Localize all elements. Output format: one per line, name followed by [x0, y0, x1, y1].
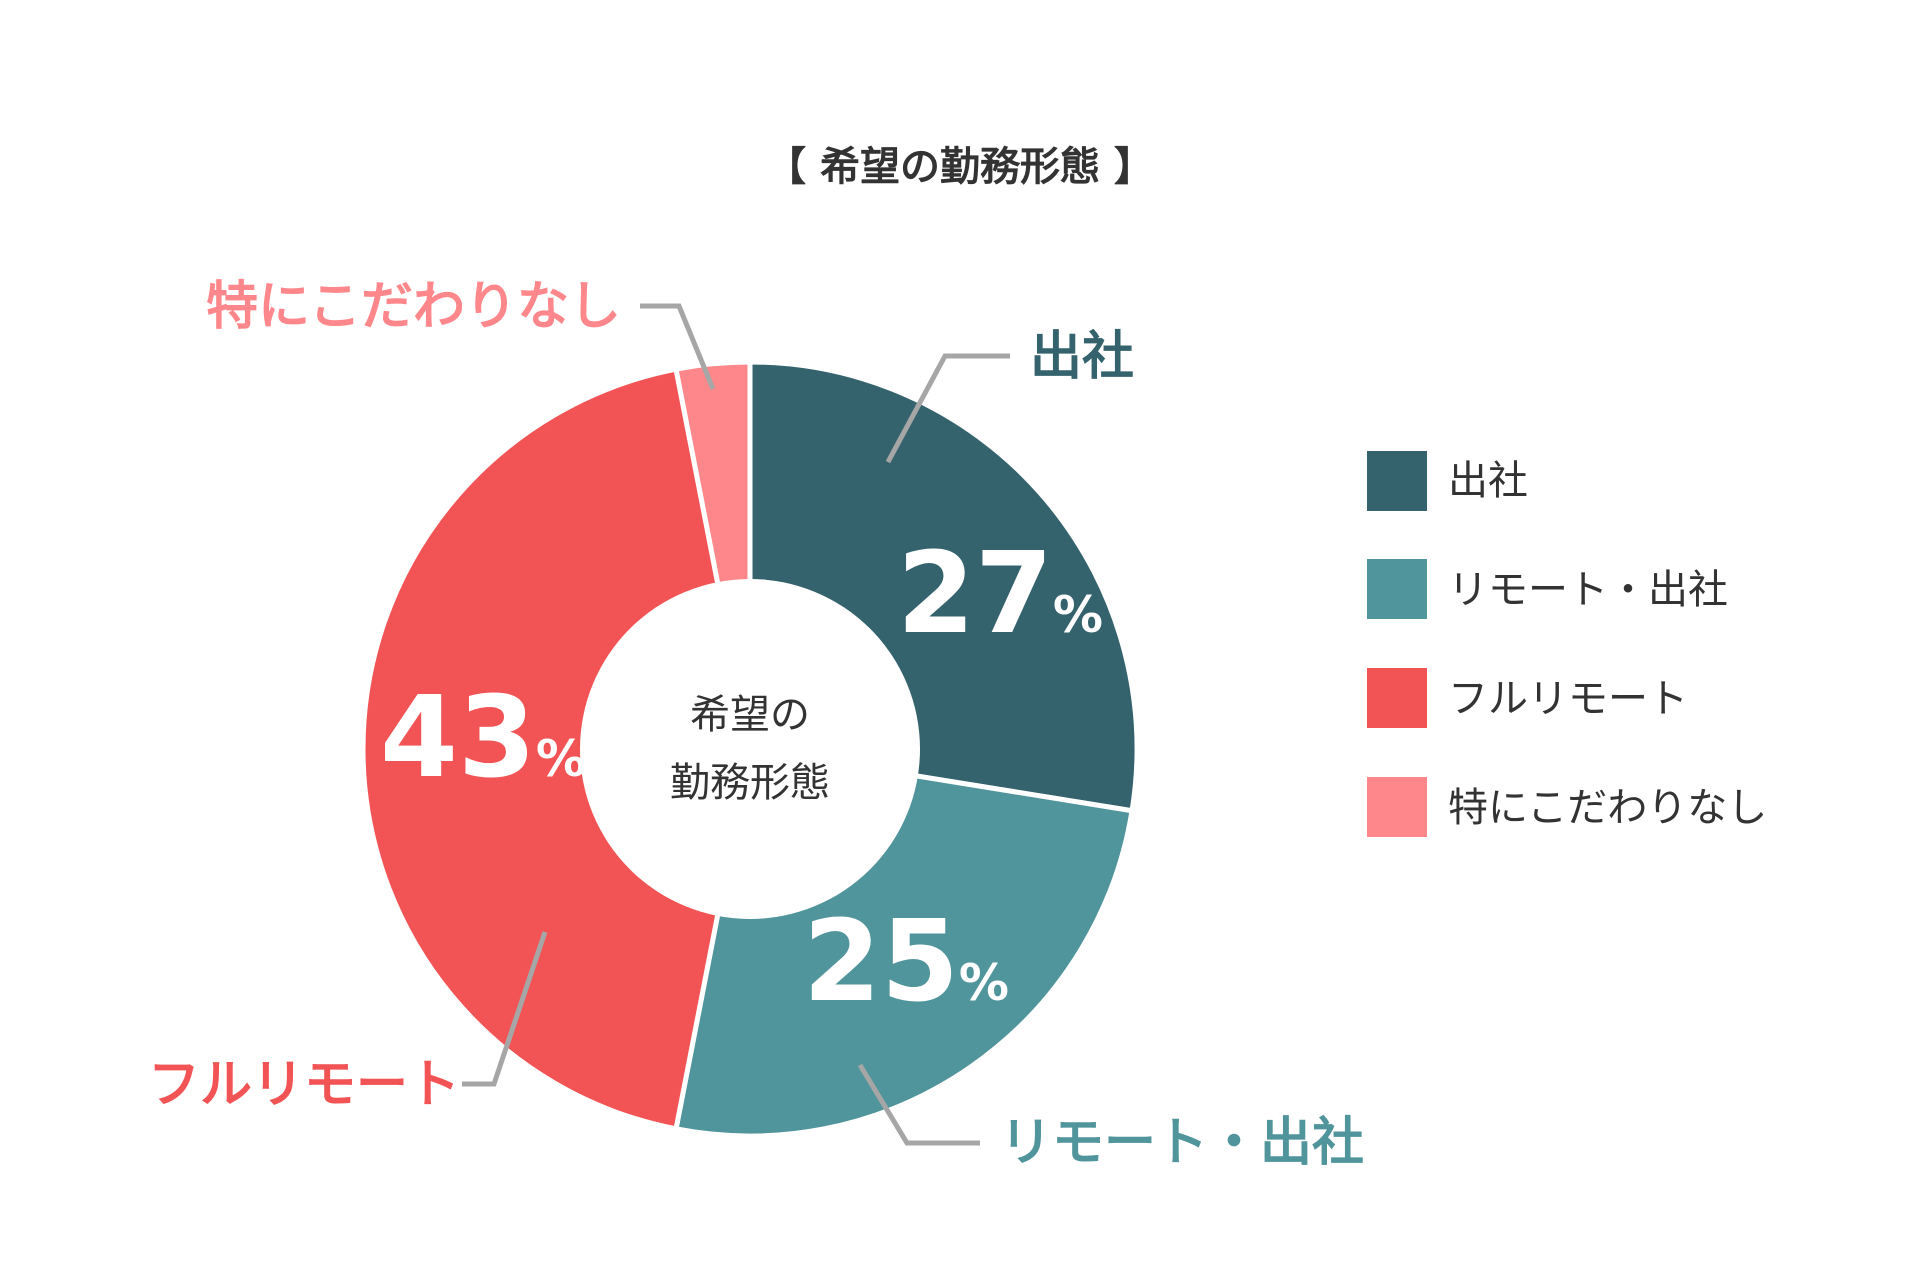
legend-label-shussha: 出社 — [1448, 458, 1528, 504]
callout-label-remote-shussha: リモート・出社 — [1000, 1113, 1364, 1173]
leader-line-full-remote — [462, 931, 548, 1087]
callout-label-full-remote: フルリモート — [148, 1055, 460, 1115]
legend-label-no-preference: 特にこだわりなし — [1448, 785, 1767, 831]
legend-swatch-no-preference — [1367, 777, 1427, 837]
legend-label-full-remote: フルリモート — [1448, 676, 1688, 722]
slice-full-remote — [360, 366, 753, 1132]
legend-label-remote-shussha: リモート・出社 — [1448, 567, 1728, 613]
center-label-line-1: 希望の — [690, 692, 810, 738]
slice-value-label-shussha: 27% — [897, 529, 1103, 659]
donut-hole — [580, 579, 920, 919]
center-label-line-2: 勤務形態 — [670, 760, 830, 806]
slice-value-label-full-remote: 43% — [380, 673, 586, 803]
legend-swatch-full-remote — [1367, 668, 1427, 728]
leader-line-remote-shussha — [857, 1063, 980, 1146]
chart-title: 【 希望の勤務形態 】 — [766, 144, 1154, 190]
legend-swatch-remote-shussha — [1367, 559, 1427, 619]
callout-label-no-preference: 特にこだわりなし — [206, 277, 621, 337]
callout-label-shussha: 出社 — [1030, 327, 1134, 387]
leader-line-no-preference — [640, 303, 716, 390]
legend: 出社 リモート・出社 フルリモート 特にこだわりなし — [1367, 451, 1767, 837]
legend-swatch-shussha — [1367, 451, 1427, 511]
slice-value-label-remote-shussha: 25% — [803, 897, 1009, 1027]
leader-line-shussha — [885, 353, 1010, 464]
